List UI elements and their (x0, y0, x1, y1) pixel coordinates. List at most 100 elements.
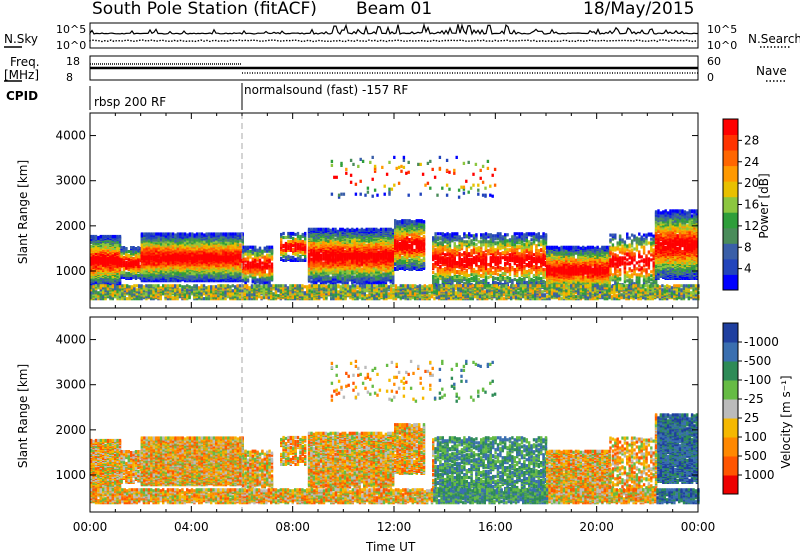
heatmap-cell (141, 232, 143, 235)
heatmap-cell (141, 277, 143, 280)
heatmap-cell (322, 241, 324, 244)
heatmap-cell (346, 271, 348, 274)
heatmap-cell (95, 235, 97, 238)
heatmap-cell (128, 263, 130, 266)
heatmap-cell (406, 236, 408, 239)
heatmap-cell (285, 256, 287, 259)
heatmap-cell (292, 248, 294, 251)
nsky-series-line (90, 24, 698, 34)
heatmap-cell (358, 229, 360, 232)
heatmap-cell (132, 257, 134, 260)
heatmap-cell (310, 264, 312, 267)
heatmap-cell (191, 232, 193, 235)
heatmap-cell (120, 271, 122, 274)
heatmap-cell (406, 219, 408, 222)
heatmap-cell (294, 247, 296, 250)
heatmap-cell (112, 235, 114, 238)
heatmap-cell (100, 265, 102, 268)
heatmap-cell (294, 242, 296, 245)
heatmap-cell (339, 234, 341, 237)
heatmap-cell (344, 281, 346, 284)
heatmap-cell (290, 232, 292, 235)
heatmap-cell (385, 228, 387, 231)
heatmap-cell (399, 237, 401, 240)
heatmap-cell (125, 247, 127, 250)
heatmap-cell (304, 232, 306, 235)
heatmap-cell (401, 267, 403, 270)
heatmap-cell (225, 232, 227, 235)
heatmap-cell (392, 229, 394, 232)
heatmap-cell (282, 252, 284, 255)
heatmap-cell (128, 258, 130, 261)
heatmap-cell (387, 257, 389, 260)
heatmap-cell (256, 278, 258, 281)
heatmap-cell (339, 271, 341, 274)
heatmap-cell (325, 228, 327, 231)
nsearch-series-line (90, 40, 696, 42)
heatmap-cell (165, 232, 167, 235)
heatmap-cell (271, 265, 273, 268)
heatmap-cell (282, 236, 284, 239)
heatmap-cell (292, 232, 294, 235)
heatmap-cell (170, 232, 172, 235)
heatmap-cell (244, 258, 246, 261)
heatmap-cell (97, 236, 99, 239)
heatmap-cell (135, 268, 137, 271)
heatmap-cell (104, 235, 106, 238)
heatmap-cell (356, 228, 358, 231)
heatmap-cell (390, 232, 392, 235)
heatmap-cell (114, 235, 116, 238)
heatmap-cell (247, 253, 249, 256)
heatmap-cell (313, 233, 315, 236)
heatmap-cell (244, 246, 246, 249)
heatmap-cell (330, 229, 332, 232)
heatmap-cell (280, 238, 282, 241)
heatmap-cell (404, 219, 406, 222)
heatmap-cell (394, 241, 396, 244)
heatmap-cell (401, 219, 403, 222)
heatmap-cell (230, 232, 232, 235)
heatmap-cell (155, 232, 157, 235)
heatmap-cell (268, 254, 270, 257)
heatmap-cell (244, 274, 246, 277)
heatmap-cell (244, 267, 246, 270)
heatmap-cell (406, 254, 408, 257)
heatmap-cell (256, 249, 258, 252)
heatmap-cell (107, 235, 109, 238)
heatmap-cell (327, 265, 329, 268)
heatmap-cell (285, 236, 287, 239)
heatmap-cell (318, 228, 320, 231)
heatmap-cell (337, 241, 339, 244)
heatmap-cell (261, 262, 263, 265)
heatmap-cell (237, 232, 239, 235)
heatmap-cell (297, 235, 299, 238)
heatmap-cell (299, 235, 301, 238)
heatmap-cell (244, 253, 246, 256)
heatmap-cell (259, 259, 261, 262)
heatmap-cell (252, 270, 254, 273)
heatmap-cell (137, 274, 139, 277)
heatmap-cell (346, 228, 348, 231)
heatmap-cell (322, 228, 324, 231)
radar-summary-plot: South Pole Station (fitACF) Beam 01 18/M… (0, 0, 800, 554)
heatmap-cell (339, 239, 341, 242)
heatmap-cell (249, 262, 251, 265)
heatmap-cell (351, 244, 353, 247)
heatmap-cell (361, 267, 363, 270)
heatmap-cell (313, 242, 315, 245)
heatmap-cell (366, 244, 368, 247)
heatmap-cell (356, 274, 358, 277)
heatmap-cell (162, 232, 164, 235)
heatmap-cell (290, 249, 292, 252)
heatmap-cell (399, 220, 401, 223)
heatmap-cell (368, 240, 370, 243)
heatmap-cell (232, 232, 234, 235)
heatmap-cell (292, 237, 294, 240)
heatmap-cell (292, 256, 294, 259)
heatmap-cell (342, 267, 344, 270)
heatmap-cell (259, 247, 261, 250)
heatmap-cell (239, 243, 241, 246)
heatmap-cell (128, 272, 130, 275)
heatmap-cell (254, 246, 256, 249)
heatmap-cell (315, 237, 317, 240)
